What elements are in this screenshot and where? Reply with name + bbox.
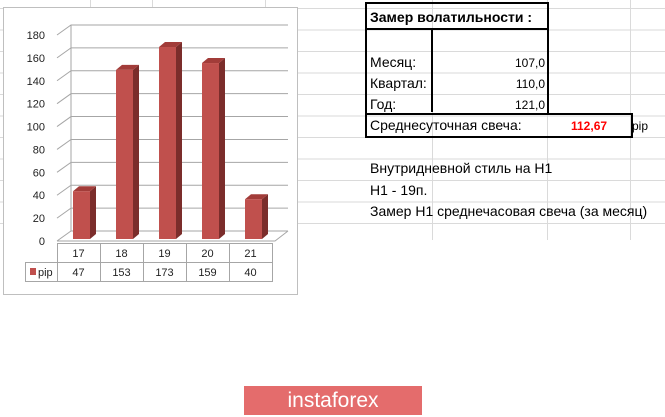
bar (159, 47, 176, 240)
note-3: Замер H1 среднечасовая свеча (за месяц) (370, 203, 648, 219)
bar (202, 63, 219, 240)
note-1: Внутридневной стиль на H1 (370, 160, 553, 176)
bar-top (73, 186, 96, 192)
avg-label: Среднесуточная свеча: (370, 117, 522, 133)
year-label: Год: (370, 96, 397, 112)
average-box (365, 113, 633, 138)
category-label: 19 (158, 248, 170, 260)
volatility-title: Замер волатильности : (370, 9, 533, 25)
y-tick-label: 80 (33, 144, 45, 156)
note-2: H1 - 19п. (370, 182, 428, 198)
month-value: 107,0 (514, 56, 545, 70)
bar-side (219, 58, 225, 240)
category-label: 20 (201, 248, 213, 260)
y-tick-label: 160 (27, 53, 45, 65)
y-tick-label: 0 (39, 236, 45, 248)
y-tick-label: 40 (33, 190, 45, 202)
data-label: 159 (198, 267, 216, 279)
data-label: 153 (112, 267, 130, 279)
bar-top (245, 194, 268, 200)
bar-top (202, 58, 225, 64)
value-cell (229, 262, 273, 282)
legend-swatch (30, 268, 36, 275)
bar-side (133, 64, 139, 240)
bar-side (262, 194, 268, 239)
quarter-label: Квартал: (370, 75, 427, 91)
month-label: Месяц: (370, 54, 417, 70)
y-tick-label: 20 (33, 213, 45, 225)
bar (245, 199, 262, 239)
y-tick-label: 60 (33, 167, 45, 179)
category-label: 17 (72, 248, 84, 260)
bar-side (90, 186, 96, 239)
data-label: 47 (72, 267, 84, 279)
bar (116, 69, 133, 240)
floor-edge (57, 230, 289, 242)
data-label: 173 (155, 267, 173, 279)
y-tick-label: 100 (27, 122, 45, 134)
bar-top (116, 64, 139, 70)
instaforex-logo: instaforex (244, 386, 422, 415)
avg-unit: pip (632, 119, 649, 133)
chart-area (3, 7, 298, 295)
bar-side (176, 42, 182, 240)
bar-top (159, 42, 182, 48)
quarter-value: 110,0 (515, 77, 545, 91)
y-tick-label: 180 (27, 30, 45, 42)
y-tick-label: 120 (27, 99, 45, 111)
data-label: 40 (244, 267, 256, 279)
legend-label: pip (38, 267, 53, 279)
bar-chart[interactable]: 0 20 40 60 80 100 120 140 160 180 pip 17 47 18 153 19 1… (3, 7, 298, 296)
y-tick-label: 140 (27, 76, 45, 88)
year-value: 121,0 (514, 98, 545, 112)
category-label: 21 (244, 248, 256, 260)
avg-value: 112,67 (571, 119, 608, 133)
category-label: 18 (115, 248, 127, 260)
bar (73, 191, 90, 239)
